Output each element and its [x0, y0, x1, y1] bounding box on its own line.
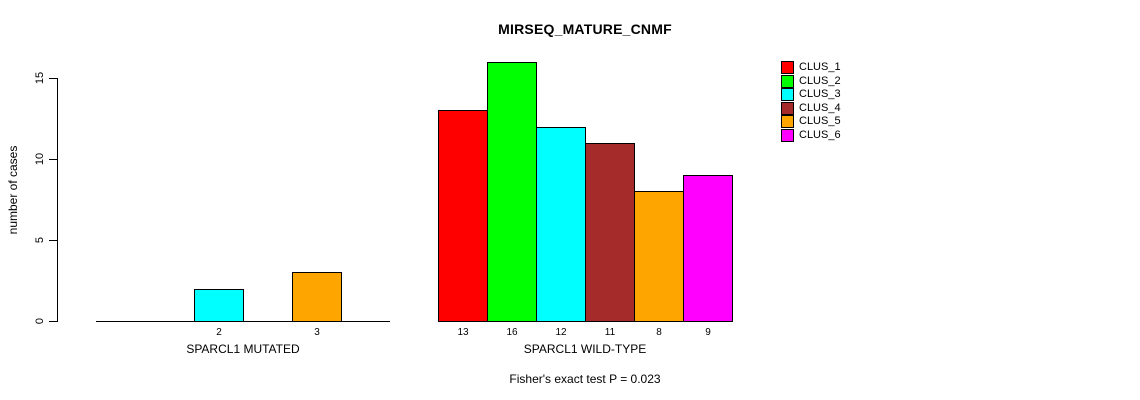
bar-value-label: 9 [705, 327, 711, 338]
fisher-test-note: Fisher's exact test P = 0.023 [509, 372, 661, 386]
y-axis-tick-label: 5 [34, 236, 46, 244]
y-axis-tick [49, 159, 57, 160]
legend-color-swatch [781, 128, 794, 142]
bar-clus_4 [585, 143, 635, 322]
y-axis-tick-label: 15 [34, 71, 46, 85]
bar-clus_3 [536, 127, 586, 322]
bar-clus_5 [292, 272, 342, 322]
bar-value-label: 3 [314, 327, 320, 338]
legend-label: CLUS_1 [799, 61, 841, 73]
y-axis-tick [49, 240, 57, 241]
group-label: SPARCL1 MUTATED [186, 342, 300, 356]
legend-color-swatch [781, 74, 794, 88]
bar-value-label: 13 [457, 327, 469, 338]
legend-color-swatch [781, 101, 794, 115]
y-axis-spine [57, 78, 58, 322]
bar-clus_2 [487, 62, 537, 322]
y-axis-tick [49, 78, 57, 79]
bar-value-label: 12 [555, 327, 567, 338]
group-label: SPARCL1 WILD-TYPE [523, 342, 647, 356]
bar-value-label: 8 [656, 327, 662, 338]
chart-title: MIRSEQ_MATURE_CNMF [498, 21, 672, 37]
y-axis-tick-label: 10 [34, 152, 46, 166]
legend-label: CLUS_3 [799, 88, 841, 100]
bar-clus_6 [683, 175, 733, 322]
legend-label: CLUS_2 [799, 74, 841, 87]
y-axis-label: number of cases [6, 145, 20, 235]
legend-item: CLUS_5 [781, 115, 841, 129]
legend-color-swatch [781, 115, 794, 129]
bar-clus_5 [634, 191, 684, 322]
legend-item: CLUS_4 [781, 102, 841, 116]
bar-clus_3 [194, 289, 244, 322]
legend-color-swatch [781, 88, 794, 102]
bar-value-label: 11 [604, 327, 616, 338]
legend: CLUS_1 CLUS_2 CLUS_3 CLUS_4 CLUS_5 CLUS_6 [781, 61, 841, 142]
bar-value-label: 2 [216, 327, 222, 338]
legend-label: CLUS_6 [799, 128, 841, 141]
legend-color-swatch [781, 61, 794, 75]
y-axis-tick-label: 0 [34, 317, 46, 325]
legend-item: CLUS_3 [781, 88, 841, 102]
legend-item: CLUS_6 [781, 129, 841, 143]
legend-label: CLUS_4 [799, 101, 841, 114]
legend-item: CLUS_2 [781, 75, 841, 89]
legend-item: CLUS_1 [781, 61, 841, 75]
bar-clus_1 [438, 110, 488, 322]
legend-label: CLUS_5 [799, 115, 841, 127]
bar-value-label: 16 [506, 327, 518, 338]
y-axis-tick [49, 321, 57, 322]
